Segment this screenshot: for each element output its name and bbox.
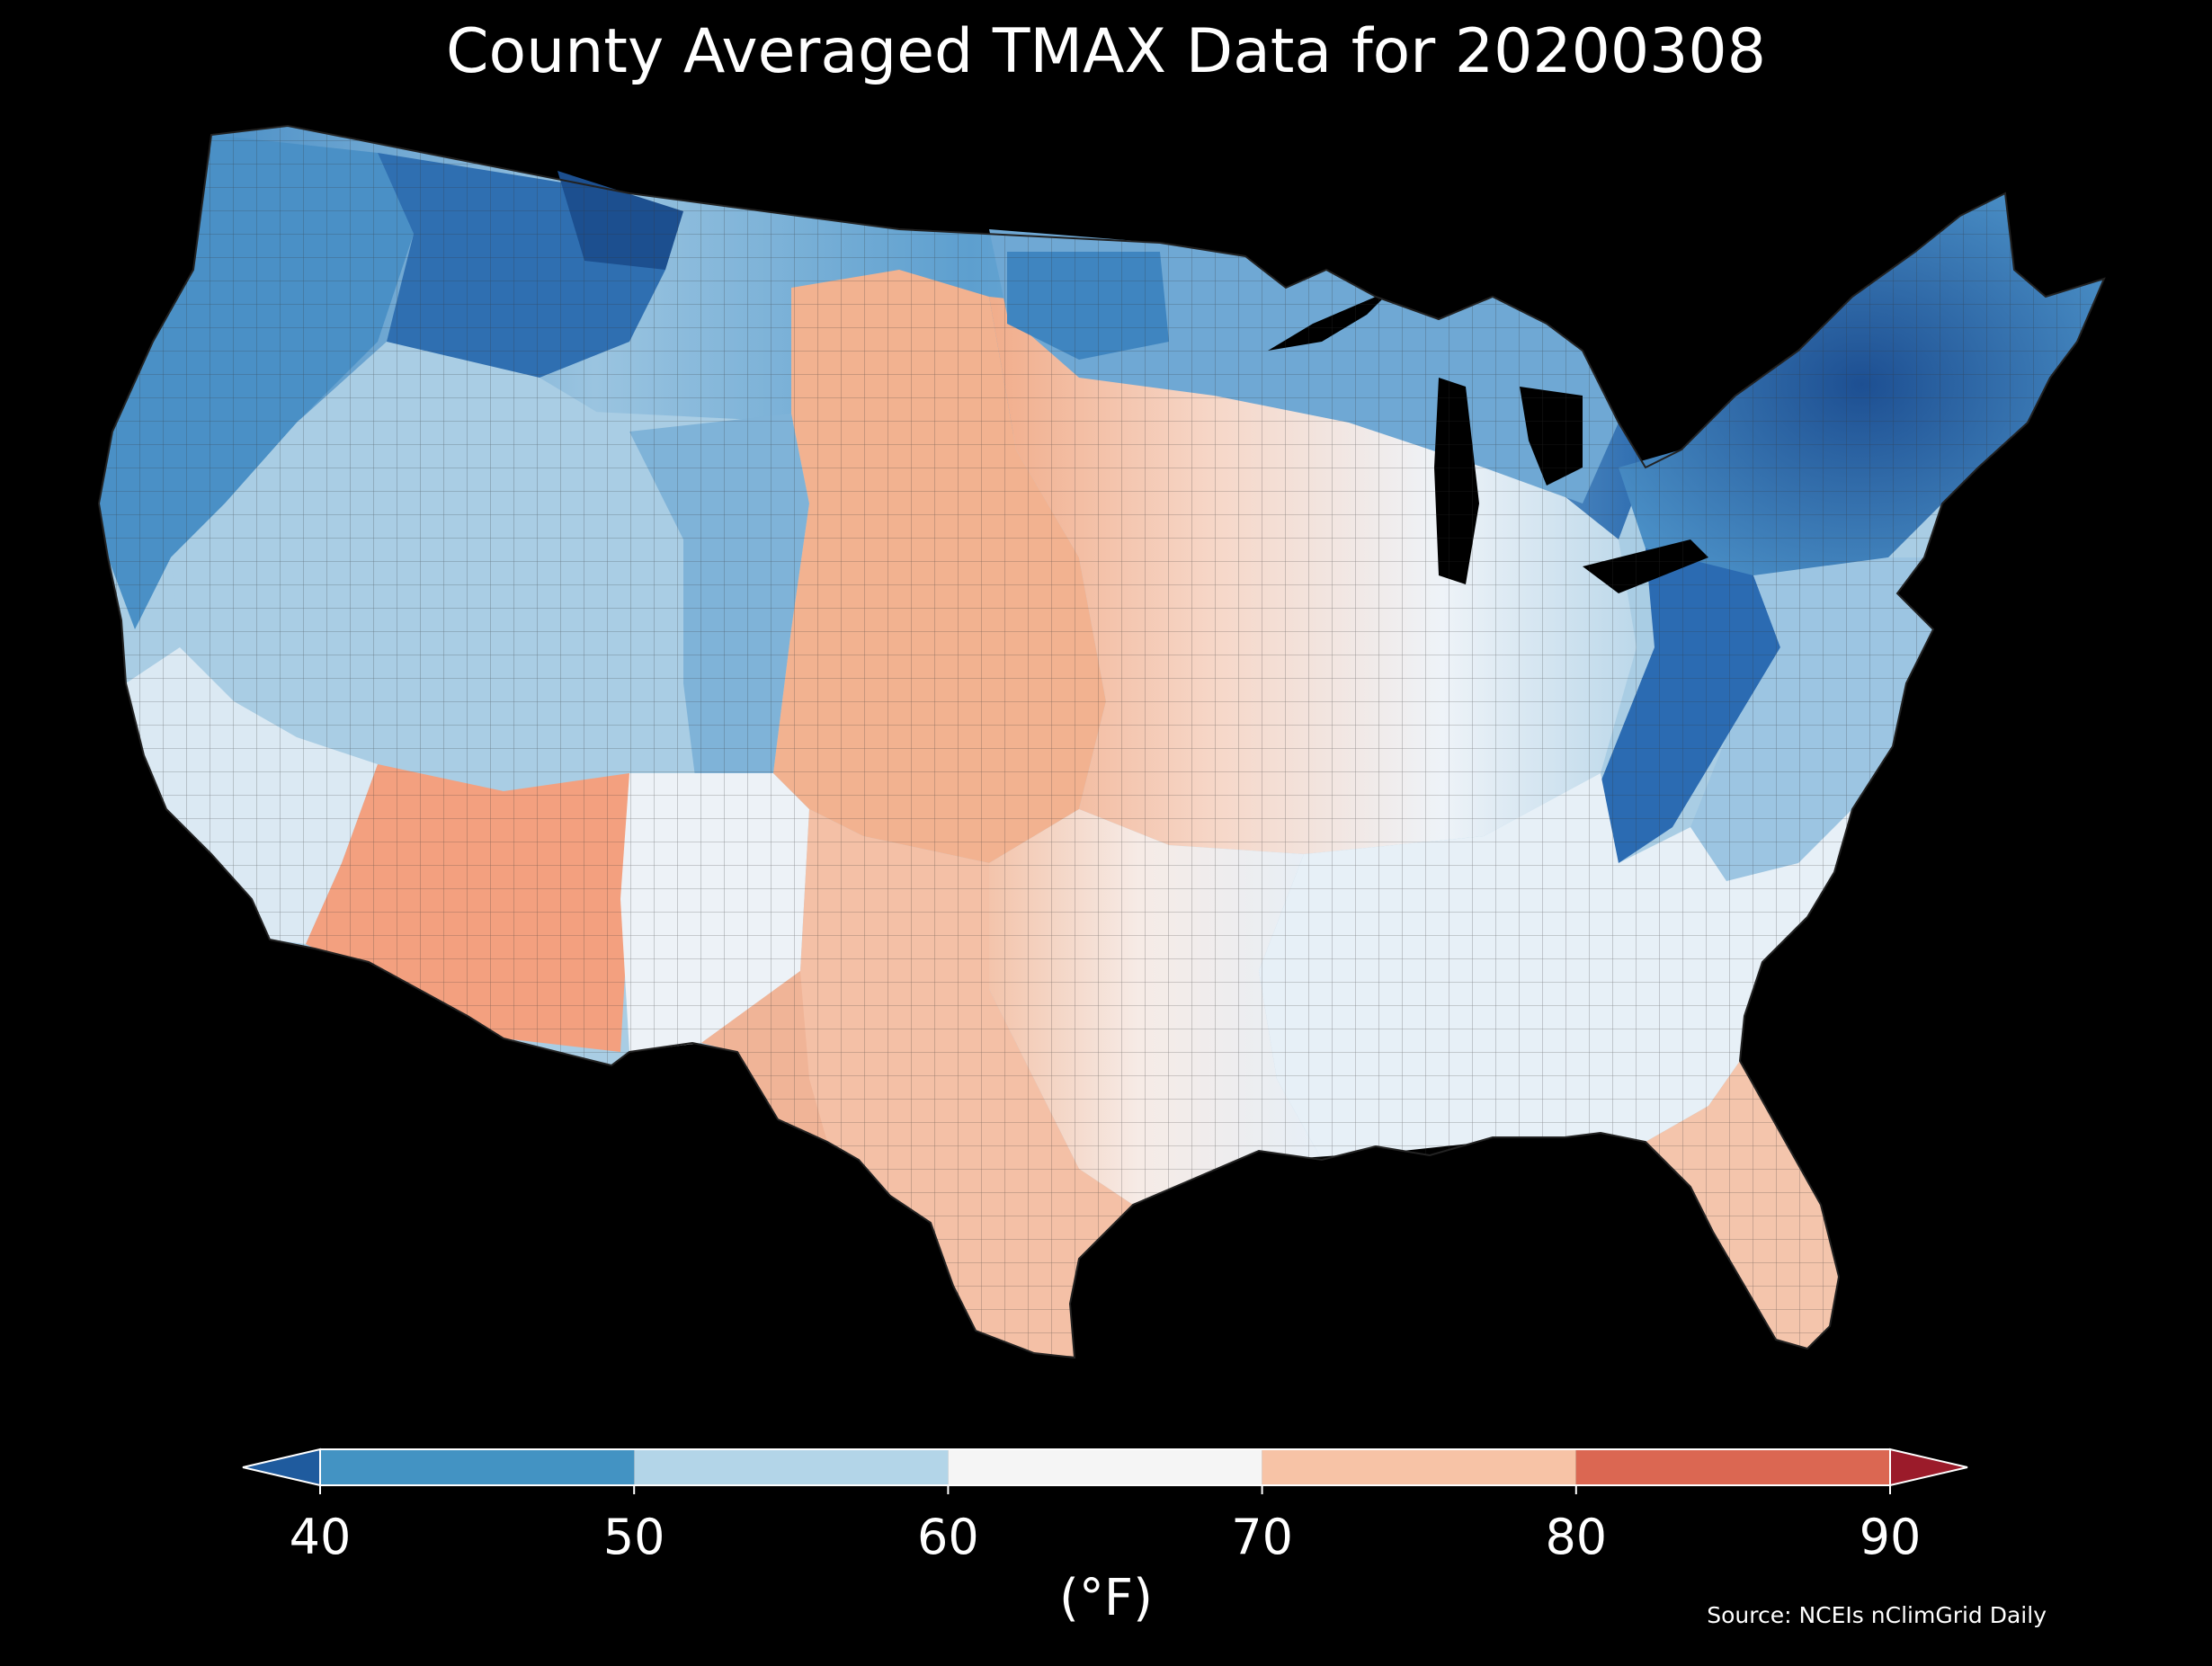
county-boundaries (97, 124, 2106, 1359)
colorbar-bin (948, 1449, 1262, 1485)
colorbar-tick-label: 40 (290, 1509, 352, 1565)
map-title: County Averaged TMAX Data for 20200308 (446, 16, 1766, 87)
colorbar-bin (1262, 1449, 1576, 1485)
colorbar-tick-label: 90 (1860, 1509, 1922, 1565)
colorbar-tick-label: 50 (603, 1509, 665, 1565)
colorbar-bin (634, 1449, 949, 1485)
colorbar-extend-high (1889, 1448, 1968, 1487)
colorbar-extend-low (242, 1448, 321, 1487)
colorbar-bin (320, 1449, 635, 1485)
gulf-coast-water (1142, 1137, 1672, 1214)
colorbar-tick-label: 60 (917, 1509, 979, 1565)
colorbar-tick-label: 70 (1231, 1509, 1293, 1565)
colorbar-tick-label: 80 (1545, 1509, 1607, 1565)
colorbar-units: (°F) (1059, 1569, 1153, 1627)
colorbar-outline (319, 1448, 1891, 1486)
source-credit: Source: NCEIs nClimGrid Daily (1707, 1602, 2047, 1628)
colorbar-bin (1575, 1449, 1890, 1485)
